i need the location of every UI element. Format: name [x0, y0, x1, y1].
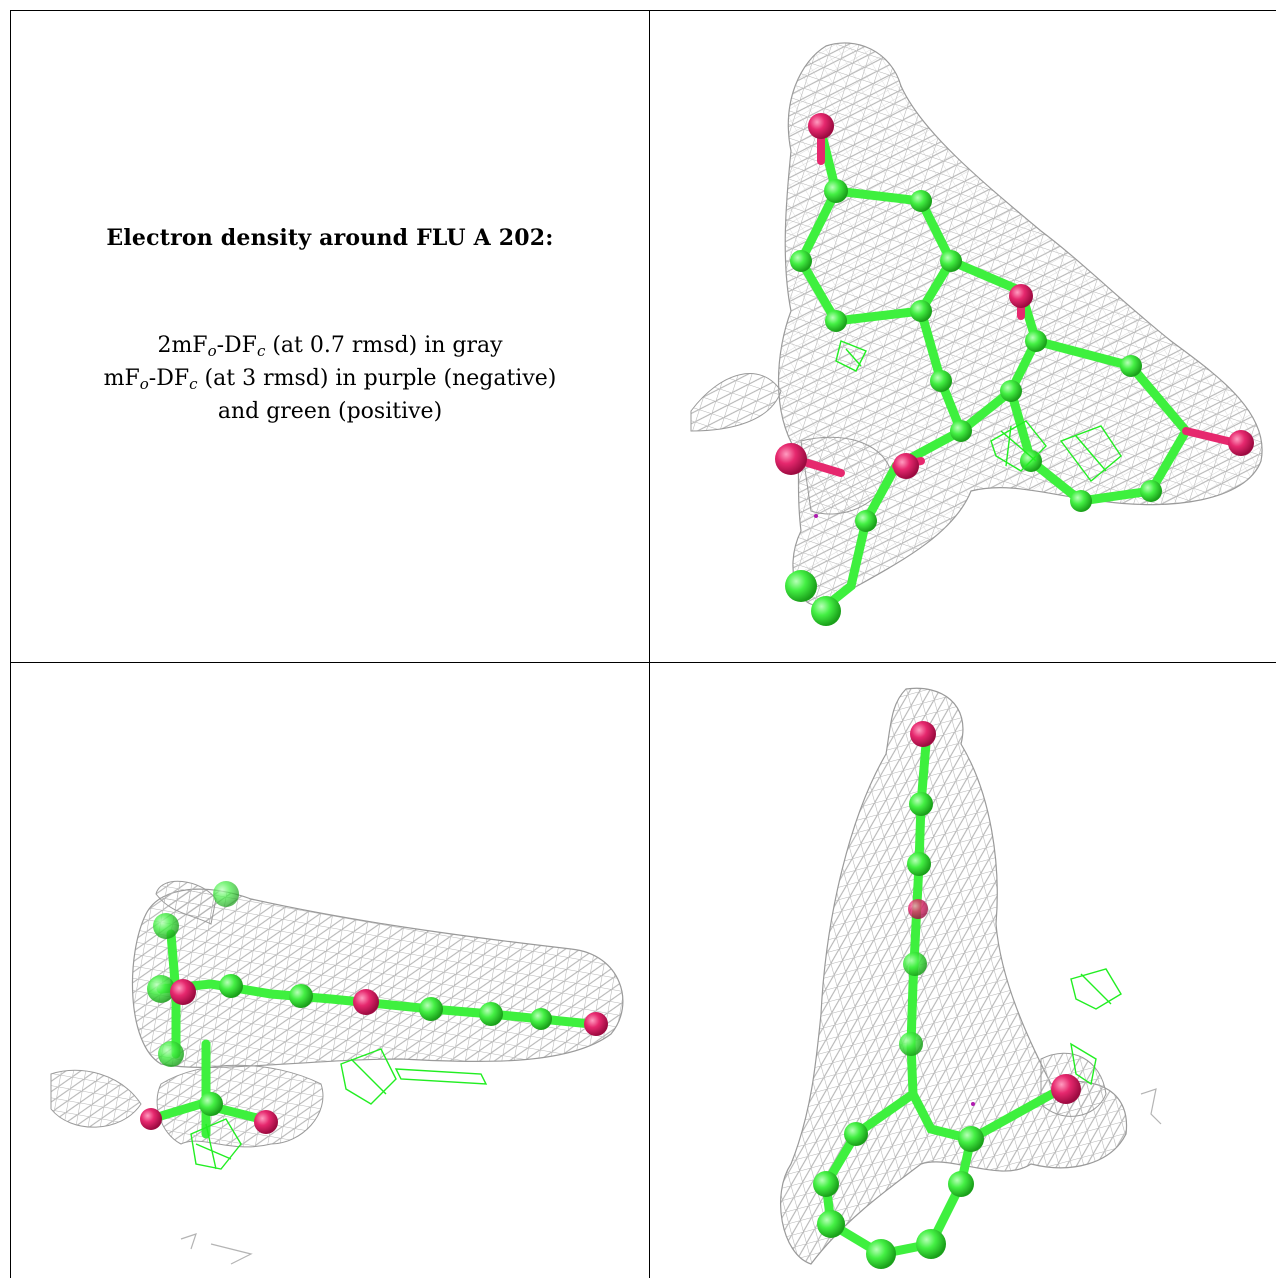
- density-view-bottom-right: [651, 664, 1276, 1278]
- grid-line-center: [649, 10, 650, 1278]
- carbon-atoms: [147, 881, 552, 1116]
- map-legend: 2mFo-DFc (at 0.7 rmsd) in gray mFo-DFc (…: [11, 329, 649, 428]
- grid-line-middle: [10, 662, 1276, 663]
- stray-mesh-fragments: [1140, 1088, 1162, 1125]
- density-render-top-right: [690, 42, 1263, 626]
- oxygen-atoms: [140, 979, 608, 1134]
- stray-mesh-fragments: [180, 1233, 253, 1265]
- positive-difference-mesh: [835, 340, 1122, 483]
- positive-difference-mesh: [1070, 968, 1122, 1086]
- carbon-atoms: [813, 792, 984, 1269]
- figure-title: Electron density around FLU A 202:: [106, 225, 554, 251]
- grid-line-top: [10, 10, 1276, 11]
- oxygen-atoms: [775, 113, 1254, 479]
- legend-line-2mfo: 2mFo-DFc (at 0.7 rmsd) in gray: [157, 333, 503, 360]
- density-view-bottom-left: [11, 664, 649, 1278]
- gray-mesh-surface: [690, 42, 1263, 607]
- grid-line-left: [10, 10, 11, 1278]
- density-view-top-right: [651, 11, 1276, 662]
- legend-line-mfo: mFo-DFc (at 3 rmsd) in purple (negative): [103, 366, 557, 393]
- gray-mesh-surface: [780, 687, 1128, 1265]
- legend-line-positive: and green (positive): [217, 399, 443, 424]
- density-render-bottom-right: [780, 687, 1162, 1269]
- density-render-bottom-left: [50, 880, 624, 1265]
- negative-difference-spot: [814, 514, 818, 518]
- gray-mesh-surface: [50, 880, 624, 1148]
- negative-difference-spot: [971, 1102, 975, 1106]
- positive-difference-mesh: [190, 1048, 488, 1170]
- caption-cell: Electron density around FLU A 202: 2mFo-…: [11, 11, 649, 662]
- oxygen-atoms: [908, 721, 1081, 1104]
